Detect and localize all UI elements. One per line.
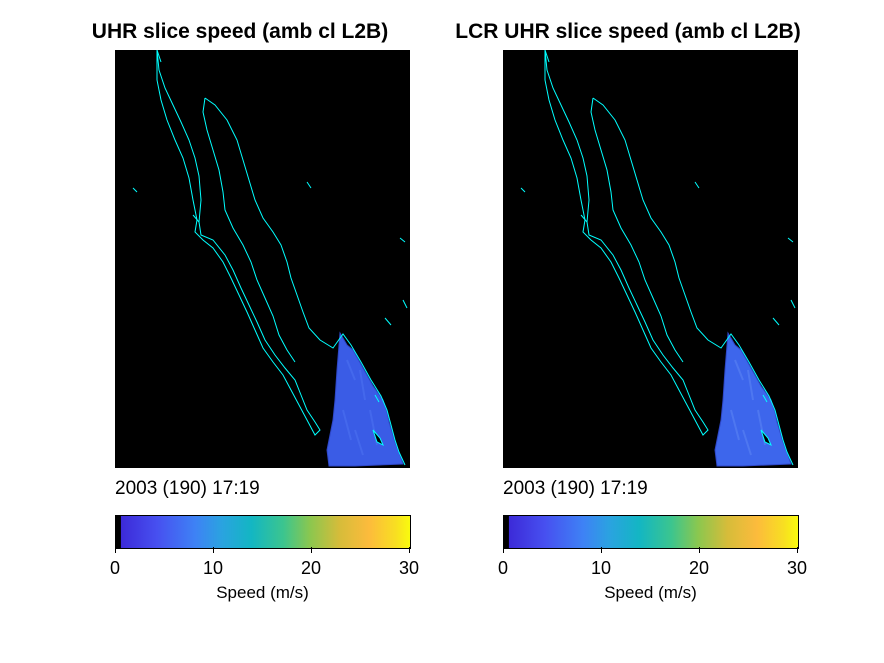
left-map-image [115,50,410,468]
left-colorbar-label: Speed (m/s) [216,583,309,602]
left-colorbar-tick-label: 0 [109,558,120,578]
right-coastline-inner [590,97,794,466]
right-timestamp: 2003 (190) 17:19 [503,478,648,499]
left-panel: UHR slice speed (amb cl L2B) 2003 (190) … [60,0,420,663]
left-wind-field-texture [342,359,378,456]
right-colorbar-tick-label: 20 [688,558,710,578]
left-coastline-inner [202,97,406,466]
right-colorbar-tick [797,547,798,553]
left-colorbar-tick-label: 10 [202,558,224,578]
left-colorbar [115,515,411,549]
left-colorbar-tick [213,547,214,553]
left-plot-title: UHR slice speed (amb cl L2B) [91,20,389,43]
left-colorbar-tick-label: 30 [398,558,420,578]
right-colorbar [503,515,799,549]
right-plot-title: LCR UHR slice speed (amb cl L2B) [455,20,801,43]
right-colorbar-tick-label: 30 [786,558,808,578]
left-island [372,429,384,447]
right-colorbar-tick-label: 0 [497,558,508,578]
left-colorbar-tick [409,547,410,553]
left-colorbar-tick-label: 20 [300,558,322,578]
right-coastline [544,50,709,436]
right-colorbar-label: Speed (m/s) [604,583,697,602]
right-wind-field-texture [730,359,766,456]
right-panel: LCR UHR slice speed (amb cl L2B) 2003 (1… [448,0,808,663]
right-colorbar-tick [601,547,602,553]
left-colorbar-tick [115,547,116,553]
right-coastline-map [520,50,796,467]
right-map-image [503,50,798,468]
left-coastline-map [132,50,408,467]
left-colorbar-tick [311,547,312,553]
right-colorbar-tick-label: 10 [590,558,612,578]
left-timestamp: 2003 (190) 17:19 [115,478,260,499]
right-colorbar-tick [503,547,504,553]
left-coastline [156,50,321,436]
right-island [760,429,772,447]
right-colorbar-tick [699,547,700,553]
right-coastline-fragments [520,50,796,403]
left-coastline-fragments [132,50,408,403]
